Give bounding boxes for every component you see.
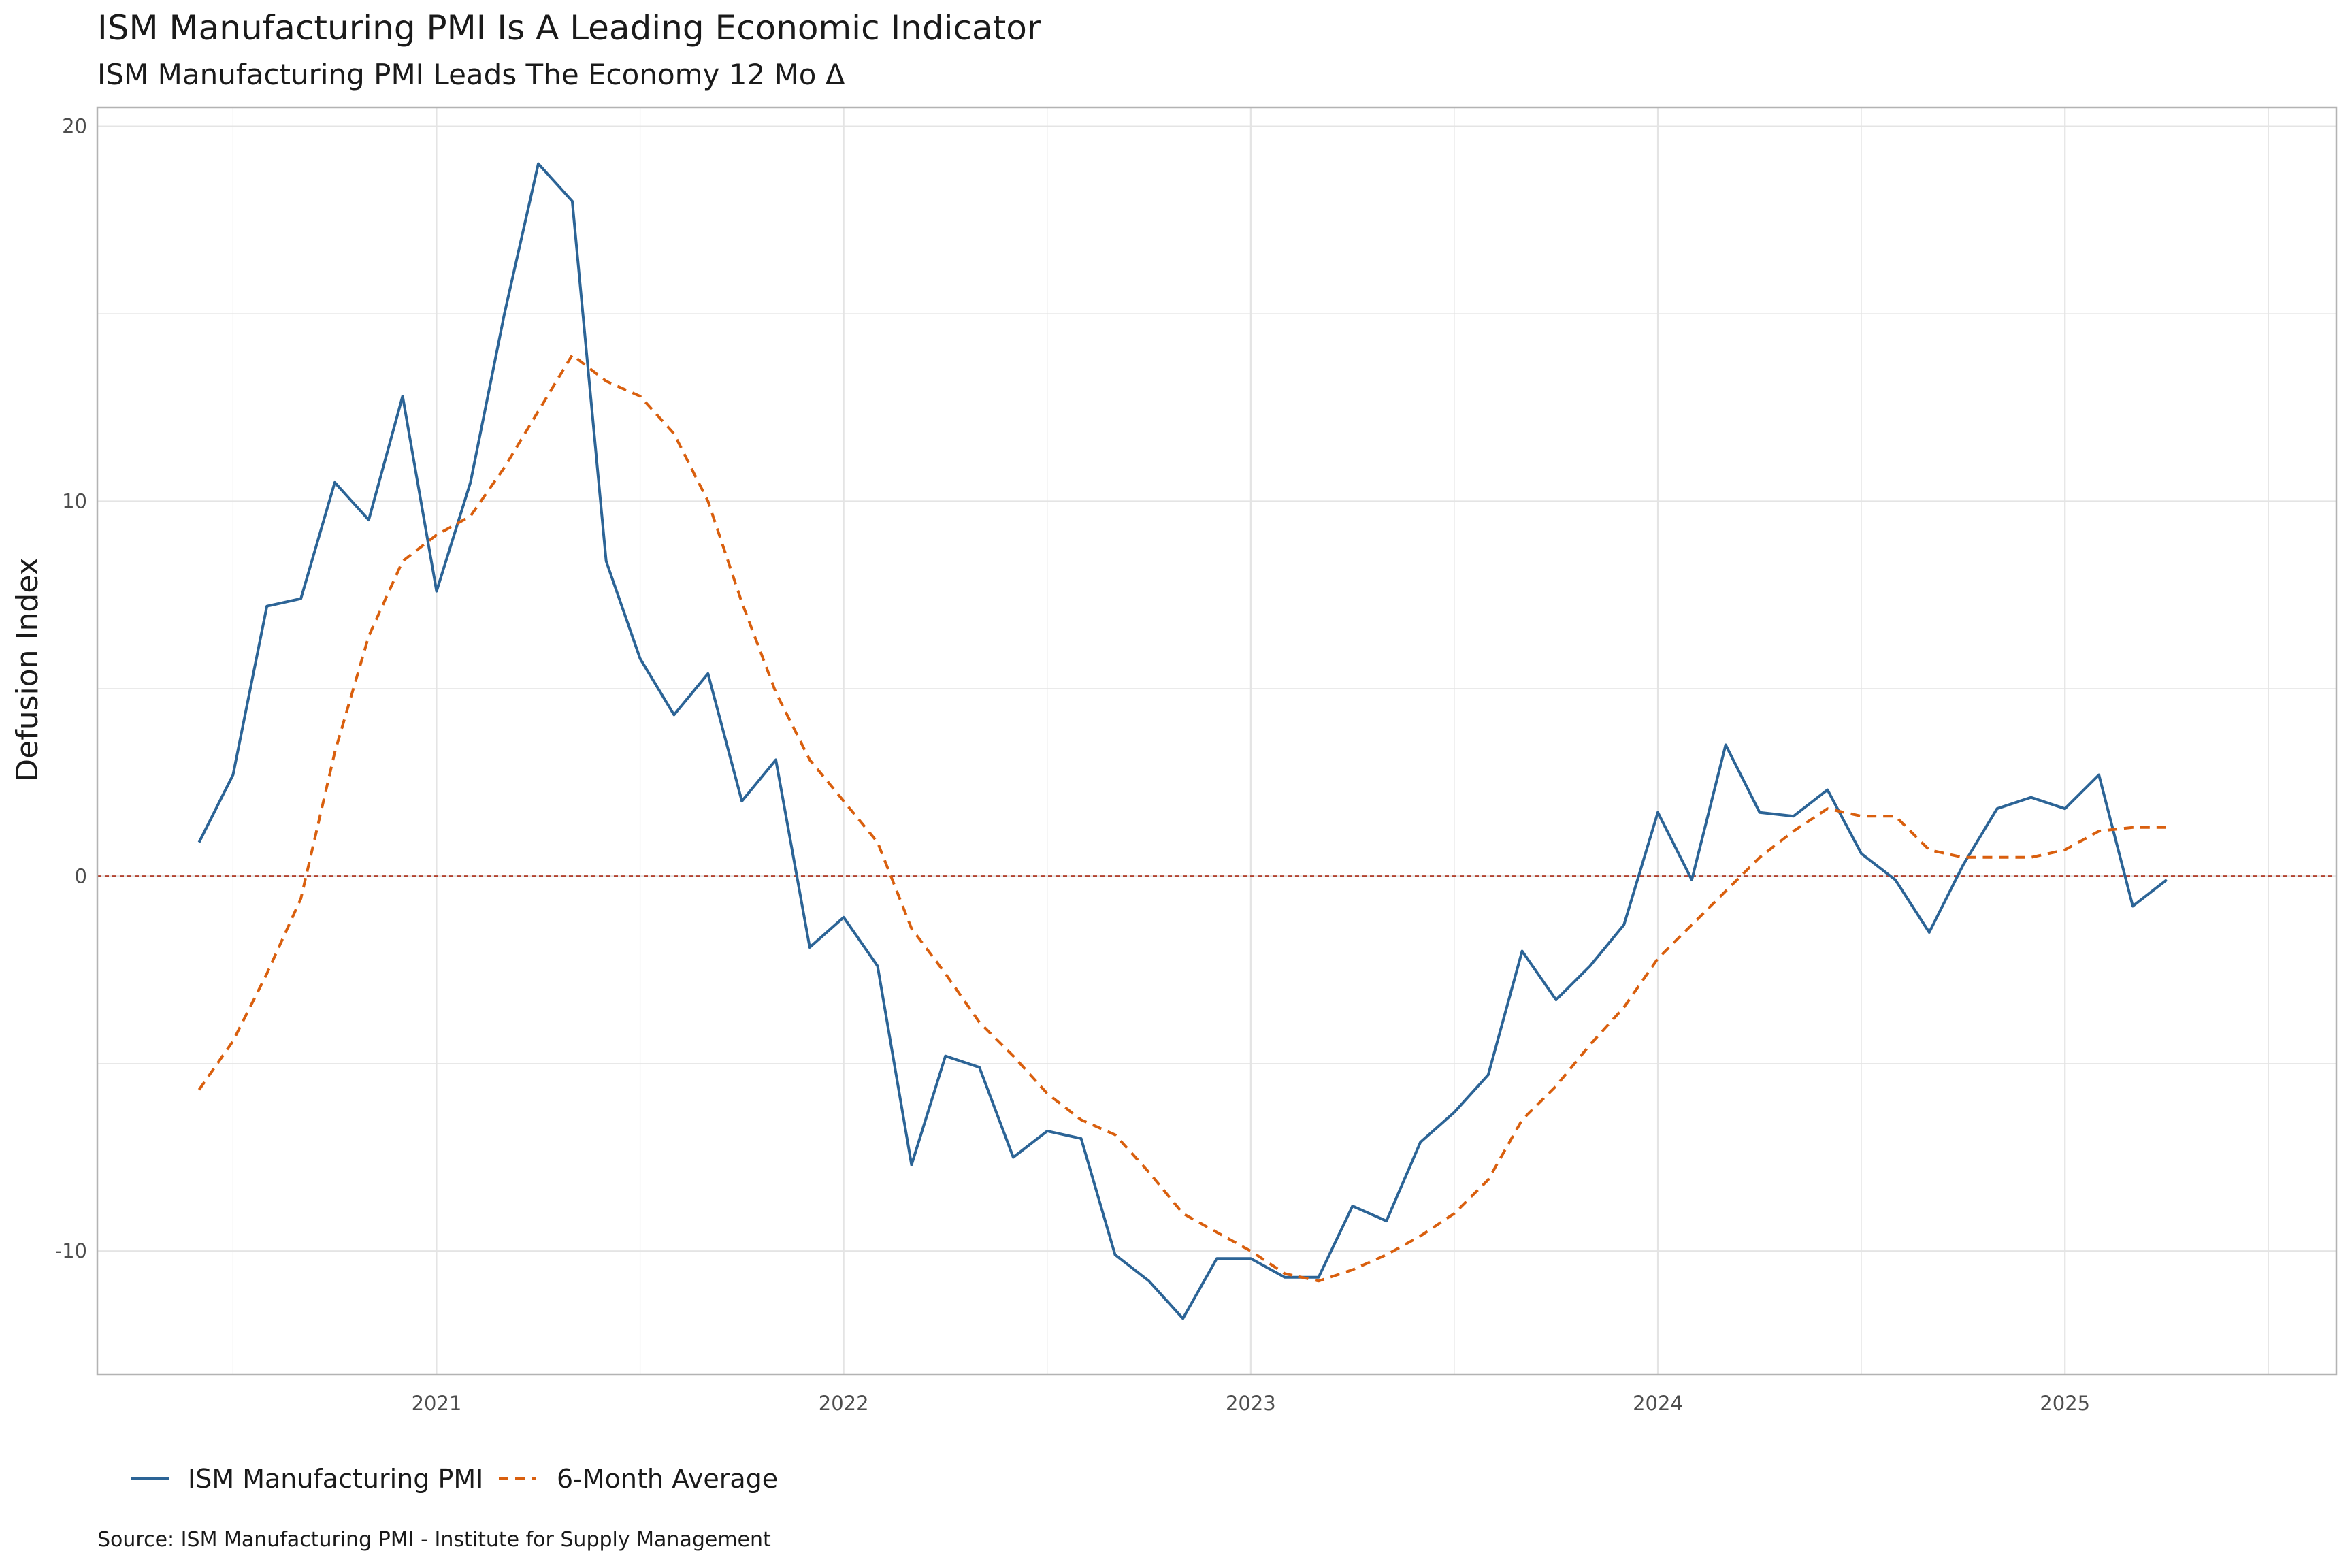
chart-title: ISM Manufacturing PMI Is A Leading Econo… bbox=[97, 8, 1041, 48]
legend-label-avg: 6-Month Average bbox=[557, 1464, 778, 1494]
y-tick-label: 20 bbox=[62, 115, 87, 138]
x-tick-label: 2025 bbox=[2040, 1392, 2090, 1415]
y-tick-label: 10 bbox=[62, 489, 87, 512]
series-lines bbox=[197, 162, 2168, 1320]
y-tick-label: 0 bbox=[75, 864, 87, 887]
legend-label-pmi: ISM Manufacturing PMI bbox=[188, 1464, 483, 1494]
series-line-pmi bbox=[197, 162, 2168, 1320]
source-caption: Source: ISM Manufacturing PMI - Institut… bbox=[97, 1528, 771, 1552]
x-axis-ticks: 2021 2022 2023 2024 2025 bbox=[412, 1392, 2091, 1415]
y-tick-label: -10 bbox=[55, 1239, 87, 1262]
gridlines bbox=[97, 108, 2336, 1375]
x-tick-label: 2022 bbox=[819, 1392, 869, 1415]
series-line-6mo-avg bbox=[197, 353, 2167, 1283]
y-axis-ticks: -10 0 10 20 bbox=[55, 115, 87, 1263]
legend: ISM Manufacturing PMI 6-Month Average bbox=[131, 1464, 778, 1494]
plot-panel-border bbox=[96, 106, 2338, 1376]
chart-subtitle: ISM Manufacturing PMI Leads The Economy … bbox=[97, 58, 845, 91]
x-tick-label: 2021 bbox=[412, 1392, 462, 1415]
y-axis-label: Defusion Index bbox=[10, 557, 45, 781]
x-tick-label: 2024 bbox=[1633, 1392, 1683, 1415]
x-tick-label: 2023 bbox=[1226, 1392, 1276, 1415]
